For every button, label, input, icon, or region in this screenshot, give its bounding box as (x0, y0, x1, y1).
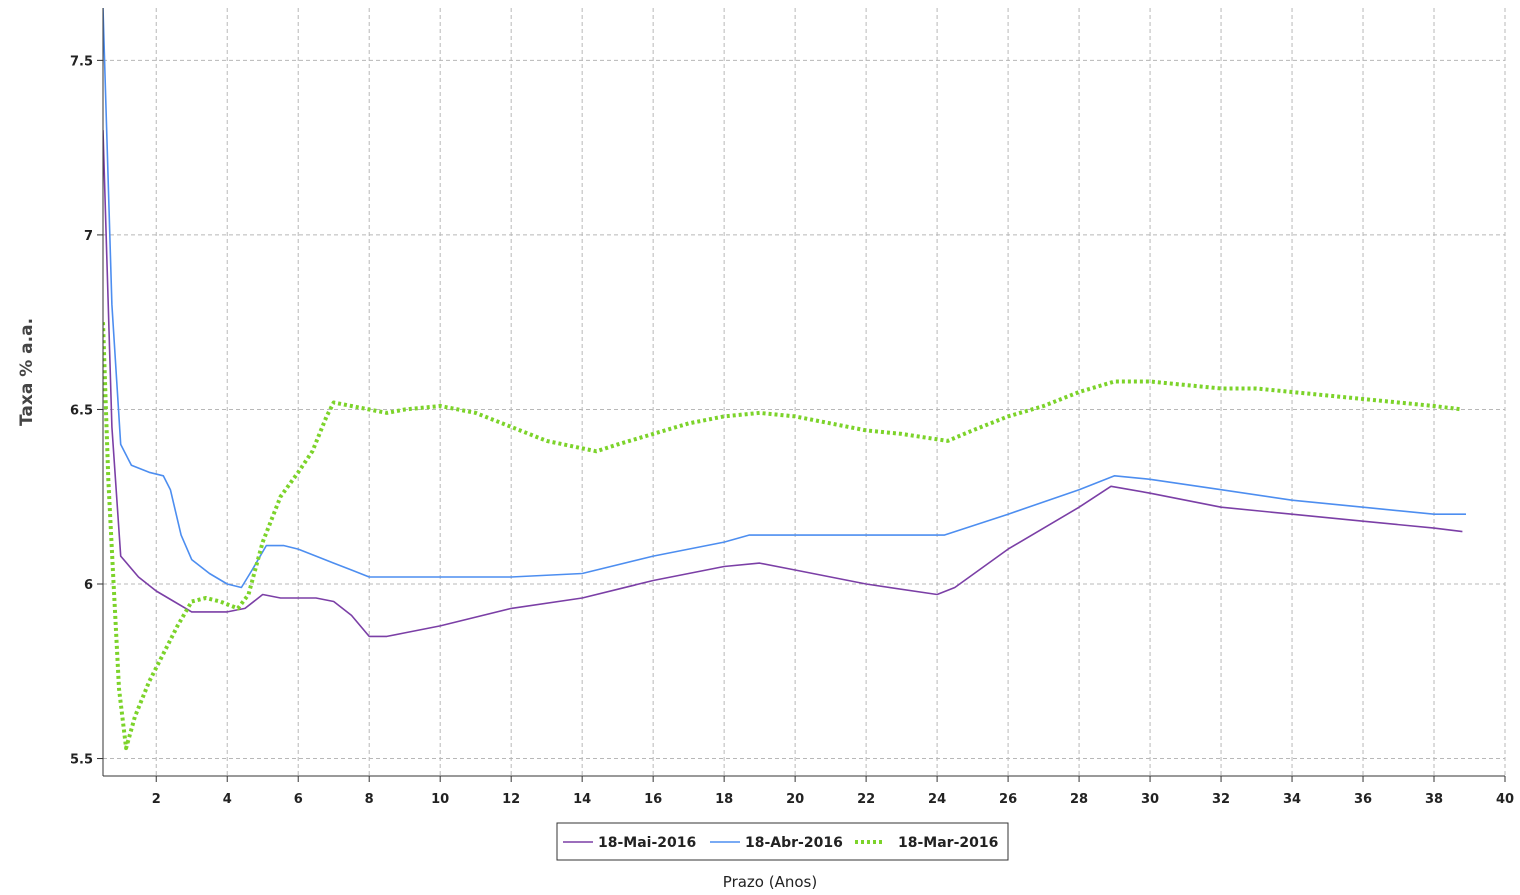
x-tick-label: 18 (715, 792, 733, 807)
series-line-2 (103, 8, 1466, 589)
x-tick-label: 38 (1425, 792, 1443, 807)
x-tick-label: 16 (644, 792, 662, 807)
x-tick-label: 28 (1070, 792, 1088, 807)
x-tick-label: 36 (1354, 792, 1372, 807)
grid-lines (103, 8, 1506, 776)
series-lines (103, 8, 1466, 751)
series-line-1 (103, 130, 1463, 638)
legend-label-2: 18-Abr-2016 (745, 835, 843, 851)
y-tick-label: 7 (84, 229, 93, 244)
x-tick-label: 6 (294, 792, 303, 807)
legend-label-1: 18-Mai-2016 (598, 835, 696, 851)
x-tick-label: 20 (786, 792, 804, 807)
legend[interactable]: 18-Mai-2016 18-Abr-2016 18-Mar-2016 (556, 822, 1009, 861)
x-tick-label: 12 (502, 792, 520, 807)
x-tick-label: 24 (928, 792, 946, 807)
x-tick-label: 30 (1141, 792, 1159, 807)
series-line-3 (103, 322, 1463, 751)
axes (97, 8, 1506, 782)
x-tick-label: 22 (857, 792, 875, 807)
x-tick-label: 10 (431, 792, 449, 807)
x-tick-label: 14 (573, 792, 591, 807)
x-tick-label: 32 (1212, 792, 1230, 807)
legend-box (556, 822, 1009, 861)
y-tick-label: 6.5 (70, 403, 93, 418)
x-tick-label: 34 (1283, 792, 1301, 807)
x-tick-label: 2 (152, 792, 161, 807)
tick-labels: 2 4 6 8 10 12 14 16 18 20 22 24 26 28 30 32 34 36 38 405.56… (70, 54, 1514, 807)
legend-label-3: 18-Mar-2016 (898, 835, 998, 851)
y-tick-label: 7.5 (70, 54, 93, 69)
x-tick-label: 40 (1496, 792, 1514, 807)
x-tick-label: 26 (999, 792, 1017, 807)
y-axis-title: Taxa % a.a. (17, 318, 37, 426)
y-tick-label: 5.5 (70, 753, 93, 768)
x-tick-label: 4 (223, 792, 232, 807)
y-tick-label: 6 (84, 578, 93, 593)
x-axis-title: Prazo (Anos) (723, 873, 817, 891)
x-tick-label: 8 (365, 792, 374, 807)
